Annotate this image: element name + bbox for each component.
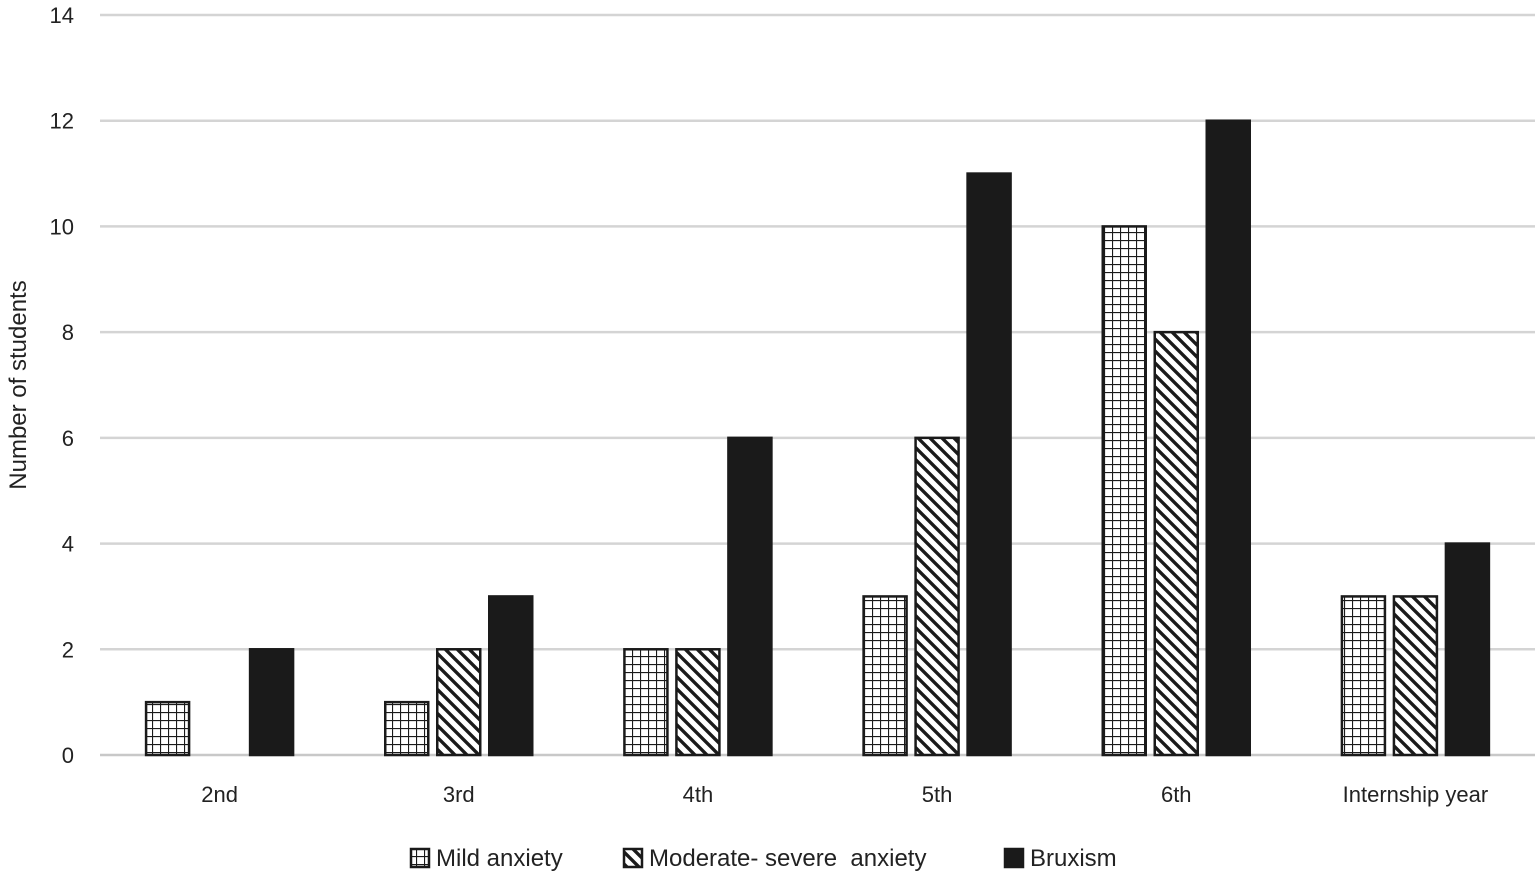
bar-grid bbox=[623, 648, 669, 757]
bar-solid bbox=[248, 648, 295, 757]
y-tick-label: 8 bbox=[62, 320, 74, 345]
y-tick-labels: 0 2 4 6 8 10 12 14 bbox=[50, 3, 74, 768]
bar-diagonal bbox=[1153, 330, 1199, 757]
y-tick-label: 2 bbox=[62, 637, 74, 662]
bar-diagonal bbox=[1392, 595, 1439, 757]
bar-diagonal bbox=[436, 648, 482, 757]
bar-solid bbox=[488, 595, 534, 757]
y-tick-label: 4 bbox=[62, 532, 74, 557]
bar-solid bbox=[966, 172, 1012, 757]
x-tick-label: 5th bbox=[922, 782, 953, 807]
legend-label: Mild anxiety bbox=[436, 845, 563, 872]
legend-label: Bruxism bbox=[1030, 845, 1117, 872]
legend-swatch-diagonal bbox=[622, 847, 644, 869]
bars bbox=[144, 119, 1491, 757]
bar-grid bbox=[1340, 595, 1387, 757]
bar-diagonal bbox=[675, 648, 721, 757]
legend-swatch-solid bbox=[1003, 847, 1025, 869]
bar-solid bbox=[1444, 542, 1491, 757]
legend-label: Moderate- severe anxiety bbox=[649, 845, 926, 872]
gridlines bbox=[100, 13, 1535, 757]
legend-swatch-grid bbox=[409, 847, 431, 869]
bar-solid bbox=[1205, 119, 1251, 757]
y-axis-title: Number of students bbox=[5, 280, 32, 489]
legend: Mild anxiety Moderate- severe anxiety Brux… bbox=[409, 845, 1117, 872]
bar-grid bbox=[1101, 225, 1147, 757]
bar-grid bbox=[862, 595, 908, 757]
y-tick-label: 6 bbox=[62, 426, 74, 451]
y-tick-label: 14 bbox=[50, 3, 74, 28]
y-tick-label: 0 bbox=[62, 743, 74, 768]
x-tick-label: 4th bbox=[683, 782, 714, 807]
y-tick-label: 10 bbox=[50, 214, 74, 239]
y-tick-label: 12 bbox=[50, 109, 74, 134]
bar-diagonal bbox=[914, 436, 960, 757]
x-tick-label: 6th bbox=[1161, 782, 1192, 807]
x-tick-label: 2nd bbox=[201, 782, 238, 807]
x-tick-label: 3rd bbox=[443, 782, 475, 807]
bar-solid bbox=[727, 436, 773, 757]
bar-grid bbox=[144, 700, 191, 757]
x-tick-label: Internship year bbox=[1343, 782, 1489, 807]
bar-grid bbox=[384, 700, 430, 757]
x-tick-labels: 2nd 3rd 4th 5th 6th Internship year bbox=[201, 782, 1488, 807]
